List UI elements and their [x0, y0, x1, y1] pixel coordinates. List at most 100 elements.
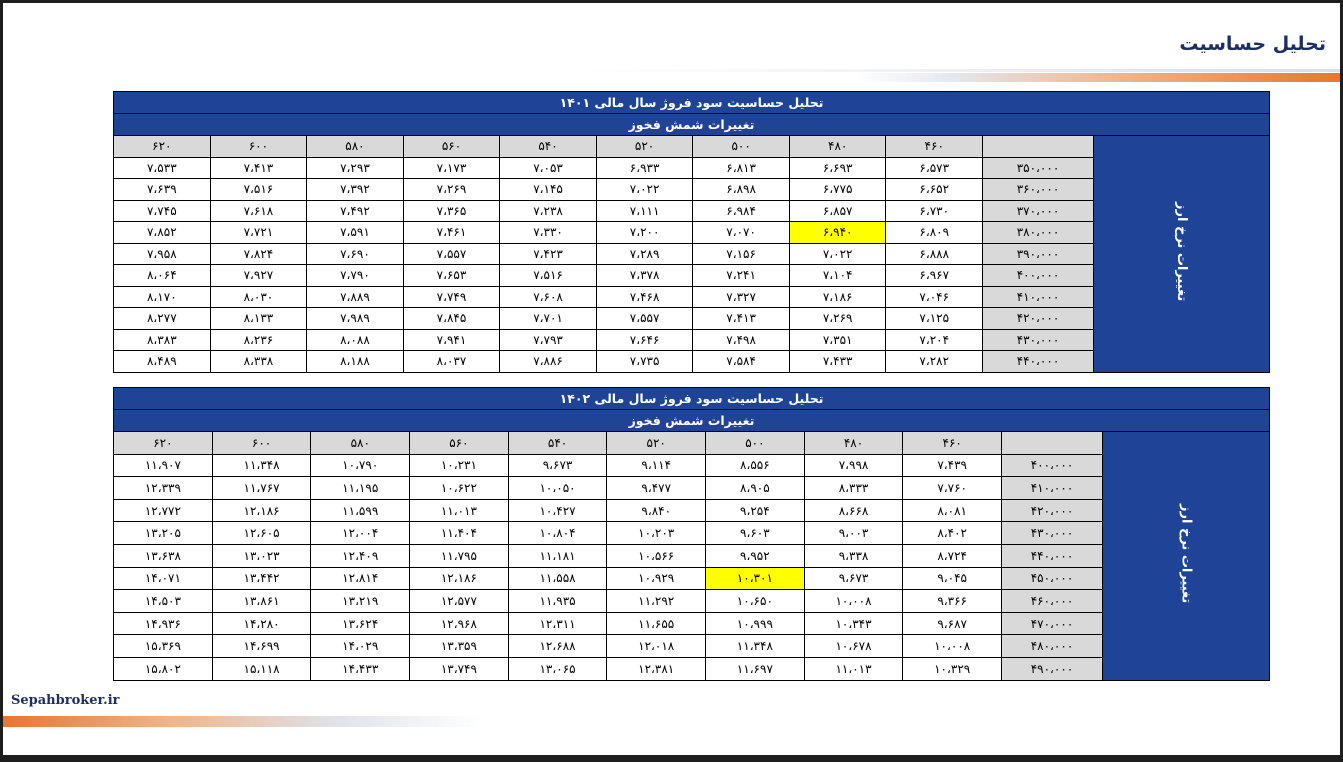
table-cell: ۹،۸۴۰	[606, 498, 707, 523]
table-cell: ۷،۰۲۲	[788, 242, 887, 265]
table-row: ۳۷۰،۰۰۰ ۶،۷۳۰ ۶،۸۵۷ ۶،۹۸۴ ۷،۱۱۱ ۷،۲۳۸ ۷،۳۶۵ ۷،۴…	[113, 199, 1270, 222]
table-cell: ۱۰،۸۰۴	[507, 521, 608, 545]
table-cell: ۷،۴۱۳	[209, 156, 308, 179]
table-cell: ۶،۷۷۵	[788, 178, 887, 201]
table-cell: ۱۳،۸۶۱	[211, 589, 312, 613]
table-cell: ۱۱،۵۵۸	[507, 566, 608, 591]
table-cell: ۶،۸۹۸	[692, 178, 790, 201]
title-underline-accent	[855, 73, 1340, 82]
table-cell: ۱۳،۲۰۵	[113, 521, 213, 545]
table-cell: ۱۴،۴۳۳	[310, 656, 411, 681]
table-cell: ۱۳،۶۳۸	[113, 543, 213, 568]
row-header: ۴۵۰،۰۰۰	[1001, 566, 1103, 591]
table-row: ۴۴۰،۰۰۰ ۸،۷۲۴ ۹،۳۳۸ ۹،۹۵۲ ۱۰،۵۶۶ ۱۱،۱۸۱ ۱۱،۷۹۵…	[113, 543, 1270, 568]
table-cell: ۱۳،۰۶۵	[507, 656, 608, 681]
column-header: ۵۸۰	[306, 135, 404, 158]
table-cell: ۷،۵۵۷	[402, 242, 501, 265]
table-cell: ۷،۷۶۰	[902, 476, 1002, 500]
title-underline-gray	[580, 69, 1340, 72]
side-label: تغییرات نرخ ارز	[1102, 431, 1270, 681]
table-cell: ۱۱،۱۹۵	[310, 476, 411, 500]
table-cell: ۷،۲۴۱	[692, 264, 790, 287]
table-cell: ۷،۱۸۶	[788, 285, 887, 308]
table-cell: ۷،۸۵۲	[113, 221, 211, 244]
table-cell: ۱۱،۰۱۳	[409, 498, 509, 523]
corner-cell	[1001, 431, 1103, 455]
table-cell: ۱۴،۰۲۹	[310, 634, 411, 658]
table-cell: ۶،۸۸۸	[885, 242, 983, 265]
table-cell: ۱۱،۴۰۴	[409, 521, 509, 545]
row-header: ۴۲۰،۰۰۰	[1001, 498, 1103, 523]
brand-link[interactable]: Sepahbroker.ir	[11, 693, 120, 708]
table-cell: ۱۱،۷۶۷	[211, 476, 312, 500]
row-header: ۴۱۰،۰۰۰	[982, 285, 1094, 308]
table-cell: ۷،۰۴۶	[885, 285, 983, 308]
table-cell: ۱۰،۳۲۹	[902, 656, 1002, 681]
table-cell: ۷،۳۵۱	[788, 328, 887, 351]
row-header: ۴۰۰،۰۰۰	[1001, 453, 1103, 478]
table-cell: ۷،۷۴۹	[402, 285, 501, 308]
table-cell: ۸،۰۶۴	[113, 264, 211, 287]
row-header: ۴۹۰،۰۰۰	[1001, 656, 1103, 681]
column-header: ۵۶۰	[402, 135, 501, 158]
table-row: ۴۰۰،۰۰۰ ۶،۹۶۷ ۷،۱۰۴ ۷،۲۴۱ ۷،۳۷۸ ۷،۵۱۶ ۷،۶۵۳ ۷،۷…	[113, 264, 1270, 287]
table-cell: ۹،۶۷۳	[803, 566, 904, 591]
table-cell: ۸،۵۵۶	[705, 453, 805, 478]
table-subtitle: تغییرات شمش فخوز	[113, 113, 1270, 136]
table-cell: ۷،۸۸۶	[499, 350, 597, 373]
table-cell: ۷،۴۱۳	[692, 307, 790, 330]
table-cell: ۱۳،۷۴۹	[409, 656, 509, 681]
table-row: ۴۵۰،۰۰۰ ۹،۰۴۵ ۹،۶۷۳ ۱۰،۳۰۱ ۱۰،۹۲۹ ۱۱،۵۵۸ ۱۲،۱۸…	[113, 566, 1270, 591]
table-cell: ۱۲،۴۰۹	[310, 543, 411, 568]
row-header: ۳۹۰،۰۰۰	[982, 242, 1094, 265]
table-cell: ۷،۶۵۳	[402, 264, 501, 287]
table-row: ۳۵۰،۰۰۰ ۶،۵۷۳ ۶،۶۹۳ ۶،۸۱۳ ۶،۹۳۳ ۷،۰۵۳ ۷،۱۷۳ ۷،۲…	[113, 156, 1270, 179]
table-cell: ۱۰،۲۰۳	[606, 521, 707, 545]
table-cell: ۶،۹۸۴	[692, 199, 790, 222]
page-title: تحلیل حساسیت	[1179, 33, 1326, 55]
table-cell: ۷،۲۸۲	[885, 350, 983, 373]
table-cell: ۸،۳۸۳	[113, 328, 211, 351]
table-cell: ۸،۰۸۱	[902, 498, 1002, 523]
table-subtitle: تغییرات شمش فخوز	[113, 409, 1270, 432]
table-row: ۴۰۰،۰۰۰ ۷،۴۳۹ ۷،۹۹۸ ۸،۵۵۶ ۹،۱۱۴ ۹،۶۷۳ ۱۰،۲۳۱ ۱۰…	[113, 453, 1270, 478]
table-cell: ۶،۸۱۳	[692, 156, 790, 179]
table-cell: ۷،۶۴۶	[595, 328, 694, 351]
table-cell: ۸،۹۰۵	[705, 476, 805, 500]
table-cell: ۷،۵۱۶	[499, 264, 597, 287]
table-cell: ۷،۷۲۱	[209, 221, 308, 244]
table-row: ۴۳۰،۰۰۰ ۸،۴۰۲ ۹،۰۰۳ ۹،۶۰۳ ۱۰،۲۰۳ ۱۰،۸۰۴ ۱۱،۴۰۴…	[113, 521, 1270, 545]
table-cell: ۷،۶۱۸	[209, 199, 308, 222]
table-cell: ۱۲،۰۱۸	[606, 634, 707, 658]
table-row: ۴۱۰،۰۰۰ ۷،۷۶۰ ۸،۳۳۳ ۸،۹۰۵ ۹،۴۷۷ ۱۰،۰۵۰ ۱۰،۶۲۲ ۱…	[113, 476, 1270, 500]
table-cell: ۸،۰۳۷	[402, 350, 501, 373]
column-header: ۵۰۰	[705, 431, 805, 455]
table-cell: ۷،۴۹۸	[692, 328, 790, 351]
table-cell: ۷،۰۵۳	[499, 156, 597, 179]
table-cell: ۱۴،۲۸۰	[211, 611, 312, 636]
table-cell: ۱۴،۹۳۶	[113, 611, 213, 636]
table-cell: ۷،۱۷۳	[402, 156, 501, 179]
table-cell: ۱۰،۰۵۰	[507, 476, 608, 500]
table-cell: ۱۰،۶۵۰	[705, 589, 805, 613]
table-cell: ۱۲،۱۸۶	[409, 566, 509, 591]
table-cell: ۱۱،۳۴۸	[211, 453, 312, 478]
side-label-text: تغییرات نرخ ارز	[1178, 504, 1194, 604]
table-cell: ۶،۶۵۲	[885, 178, 983, 201]
table-cell: ۷،۵۱۶	[209, 178, 308, 201]
table-cell: ۱۲،۱۸۶	[211, 498, 312, 523]
row-header: ۳۶۰،۰۰۰	[982, 178, 1094, 201]
table-cell: ۱۲،۹۶۸	[409, 611, 509, 636]
sensitivity-table-1401: تحلیل حساسیت سود فروژ سال مالی ۱۴۰۱ تغییر…	[113, 91, 1270, 373]
table-cell: ۷،۶۰۸	[499, 285, 597, 308]
column-header: ۵۲۰	[595, 135, 694, 158]
table-cell: ۷،۴۳۳	[788, 350, 887, 373]
table-cell: ۸،۶۶۸	[803, 498, 904, 523]
table-row: ۴۷۰،۰۰۰ ۹،۶۸۷ ۱۰،۳۴۳ ۱۰،۹۹۹ ۱۱،۶۵۵ ۱۲،۳۱۱ ۱۲،۹…	[113, 611, 1270, 636]
table-cell: ۱۳،۴۴۲	[211, 566, 312, 591]
column-header: ۴۸۰	[788, 135, 887, 158]
table-cell: ۷،۴۲۳	[499, 242, 597, 265]
table-cell: ۱۰،۰۰۸	[803, 589, 904, 613]
column-header: ۵۰۰	[692, 135, 790, 158]
row-header: ۴۳۰،۰۰۰	[1001, 521, 1103, 545]
